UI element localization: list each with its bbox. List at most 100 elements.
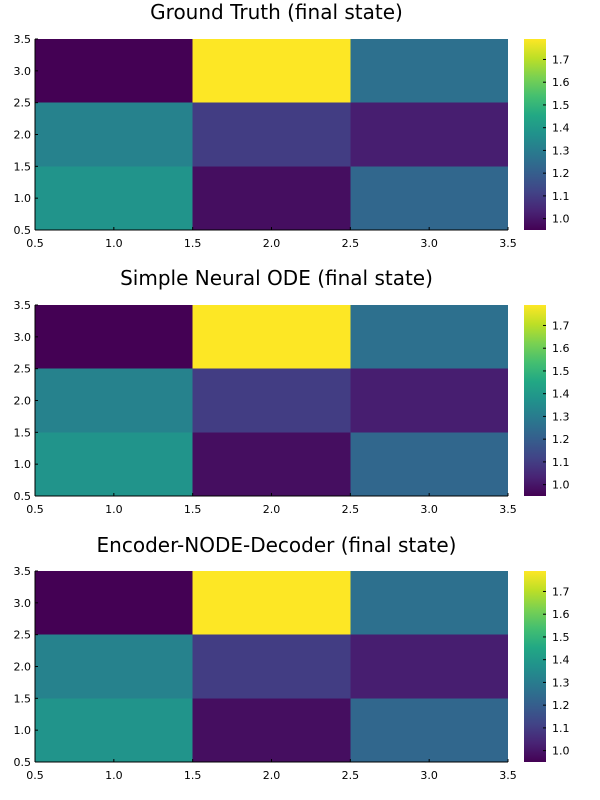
x-tick-label: 3.0 (420, 237, 438, 250)
x-tick-label: 3.5 (499, 237, 517, 250)
x-tick-label: 2.5 (342, 237, 360, 250)
colorbar-tick-label: 1.5 (552, 631, 570, 644)
colorbar-tick-label: 1.6 (552, 76, 570, 89)
heatmap-cell (192, 166, 351, 230)
heatmap-cell (350, 39, 508, 103)
x-tick-label: 1.0 (105, 237, 123, 250)
x-tick-label: 2.0 (263, 503, 281, 516)
x-tick-label: 0.5 (26, 769, 44, 782)
heatmap-cell (192, 571, 351, 635)
y-tick-label: 0.5 (14, 224, 32, 237)
colorbar (524, 305, 546, 496)
chart-title: Ground Truth (final state) (150, 0, 403, 24)
x-tick-label: 0.5 (26, 237, 44, 250)
heatmap-cell (192, 102, 351, 167)
colorbar (524, 39, 546, 230)
heatmap-cell (192, 368, 351, 433)
y-tick-label: 2.0 (14, 661, 32, 674)
colorbar (524, 571, 546, 762)
x-tick-label: 1.5 (184, 769, 202, 782)
colorbar-tick-label: 1.7 (552, 319, 570, 332)
heatmap-cell (350, 634, 508, 699)
heatmap-cell (192, 39, 351, 103)
colorbar-tick-label: 1.6 (552, 342, 570, 355)
y-tick-label: 1.5 (14, 160, 32, 173)
y-tick-label: 3.5 (14, 299, 32, 312)
x-tick-label: 3.5 (499, 503, 517, 516)
heatmap-cell (35, 305, 193, 369)
colorbar-tick-label: 1.6 (552, 608, 570, 621)
heatmap-cell (350, 571, 508, 635)
colorbar-tick-label: 1.4 (552, 122, 570, 135)
x-tick-label: 1.0 (105, 503, 123, 516)
y-tick-label: 1.0 (14, 458, 32, 471)
x-tick-label: 2.5 (342, 503, 360, 516)
x-tick-label: 1.5 (184, 237, 202, 250)
colorbar-tick-label: 1.0 (552, 479, 570, 492)
heatmap-cell (35, 698, 193, 762)
y-tick-label: 2.5 (14, 363, 32, 376)
x-tick-label: 1.5 (184, 503, 202, 516)
colorbar-tick-label: 1.2 (552, 699, 570, 712)
y-tick-label: 1.0 (14, 724, 32, 737)
colorbar-tick-label: 1.7 (552, 53, 570, 66)
y-tick-label: 3.5 (14, 565, 32, 578)
colorbar-tick-label: 1.1 (552, 456, 570, 469)
heatmap-panel: Encoder-NODE-Decoder (final state) 0.5 1.0… (14, 533, 570, 782)
x-tick-label: 2.0 (263, 237, 281, 250)
chart-title: Encoder-NODE-Decoder (final state) (97, 533, 457, 557)
colorbar-tick-label: 1.3 (552, 410, 570, 423)
colorbar-tick-label: 1.0 (552, 213, 570, 226)
heatmap-cell (350, 102, 508, 167)
heatmap-cell (350, 305, 508, 369)
y-tick-label: 3.5 (14, 33, 32, 46)
colorbar-tick-label: 1.1 (552, 190, 570, 203)
x-tick-label: 1.0 (105, 769, 123, 782)
heatmap-cell (192, 305, 351, 369)
colorbar-tick-label: 1.7 (552, 585, 570, 598)
colorbar-tick-label: 1.4 (552, 654, 570, 667)
heatmap-cell (350, 368, 508, 433)
y-tick-label: 0.5 (14, 756, 32, 769)
y-tick-label: 1.5 (14, 426, 32, 439)
heatmap-cell (192, 634, 351, 699)
heatmap-cell (35, 432, 193, 496)
y-tick-label: 0.5 (14, 490, 32, 503)
x-tick-label: 3.0 (420, 769, 438, 782)
heatmap-cell (35, 102, 193, 167)
colorbar-tick-label: 1.5 (552, 365, 570, 378)
y-tick-label: 1.0 (14, 192, 32, 205)
heatmap-cell (35, 166, 193, 230)
heatmap-panel: Ground Truth (final state) 0.5 1.0 1.5 2.0 2.… (14, 0, 570, 250)
heatmap-cell (35, 634, 193, 699)
y-tick-label: 2.0 (14, 129, 32, 142)
colorbar-tick-label: 1.4 (552, 388, 570, 401)
chart-title: Simple Neural ODE (final state) (120, 266, 433, 290)
x-tick-label: 2.5 (342, 769, 360, 782)
colorbar-tick-label: 1.3 (552, 144, 570, 157)
x-tick-label: 3.0 (420, 503, 438, 516)
heatmap-cell (35, 571, 193, 635)
heatmap-panel: Simple Neural ODE (final state) 0.5 1.0 1.5… (14, 266, 570, 516)
x-tick-label: 2.0 (263, 769, 281, 782)
x-tick-label: 3.5 (499, 769, 517, 782)
y-tick-label: 2.0 (14, 395, 32, 408)
y-tick-label: 3.0 (14, 65, 32, 78)
colorbar-tick-label: 1.0 (552, 745, 570, 758)
heatmap-cell (192, 432, 351, 496)
y-tick-label: 3.0 (14, 331, 32, 344)
heatmap-cell (35, 368, 193, 433)
y-tick-label: 3.0 (14, 597, 32, 610)
colorbar-tick-label: 1.3 (552, 676, 570, 689)
y-tick-label: 2.5 (14, 97, 32, 110)
colorbar-tick-label: 1.5 (552, 99, 570, 112)
colorbar-tick-label: 1.2 (552, 167, 570, 180)
y-tick-label: 2.5 (14, 629, 32, 642)
heatmap-cell (350, 166, 508, 230)
x-tick-label: 0.5 (26, 503, 44, 516)
colorbar-tick-label: 1.1 (552, 722, 570, 735)
heatmap-cell (35, 39, 193, 103)
heatmap-cell (350, 432, 508, 496)
heatmap-cell (350, 698, 508, 762)
